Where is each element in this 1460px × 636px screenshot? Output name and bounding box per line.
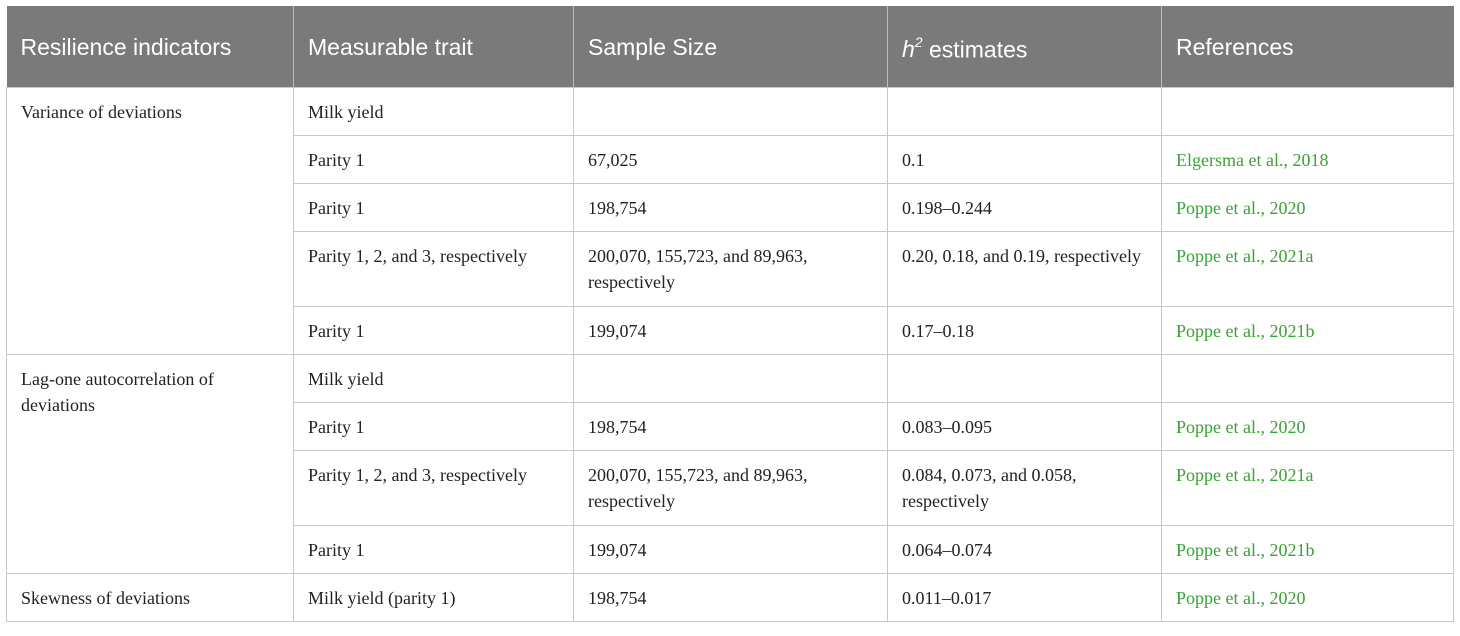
sample-cell: 200,070, 155,723, and 89,963, respective… — [573, 450, 888, 526]
h2-cell — [887, 354, 1162, 403]
header-h2: h2 estimates — [887, 6, 1162, 88]
table-row: Lag-one autocorrelation of deviations Mi… — [6, 354, 1454, 574]
trait-cell: Parity 1, 2, and 3, respectively — [293, 450, 574, 526]
sample-cell: 198,754 — [573, 573, 888, 622]
trait-cell: Milk yield — [293, 354, 574, 403]
table-row: Parity 1, 2, and 3, respectively 200,070… — [7, 450, 1454, 526]
trait-cell: Parity 1 — [293, 525, 574, 574]
reference-link[interactable] — [1161, 354, 1454, 403]
sample-cell — [573, 354, 888, 403]
reference-link[interactable]: Poppe et al., 2021b — [1161, 306, 1454, 355]
sample-cell: 67,025 — [573, 135, 888, 184]
h2-cell: 0.20, 0.18, and 0.19, respectively — [887, 231, 1162, 307]
reference-link[interactable]: Poppe et al., 2020 — [1161, 573, 1454, 622]
header-refs: References — [1161, 6, 1454, 88]
header-h2-sup: 2 — [914, 33, 923, 50]
indicator-cell: Lag-one autocorrelation of deviations — [6, 354, 294, 574]
h2-cell: 0.084, 0.073, and 0.058, respectively — [887, 450, 1162, 526]
header-h2-base: h — [902, 36, 915, 63]
reference-link[interactable]: Poppe et al., 2020 — [1161, 402, 1454, 451]
h2-cell: 0.198–0.244 — [887, 183, 1162, 232]
sample-cell: 200,070, 155,723, and 89,963, respective… — [573, 231, 888, 307]
trait-cell: Parity 1 — [293, 183, 574, 232]
trait-cell: Parity 1 — [293, 135, 574, 184]
h2-cell: 0.064–0.074 — [887, 525, 1162, 574]
table-row: Parity 1 198,754 0.198–0.244 Poppe et al… — [7, 183, 1454, 232]
reference-link[interactable]: Elgersma et al., 2018 — [1161, 135, 1454, 184]
trait-cell: Parity 1 — [293, 306, 574, 355]
table-row: Variance of deviations Milk yield — [6, 87, 1454, 355]
reference-link[interactable]: Poppe et al., 2021b — [1161, 525, 1454, 574]
header-row: Resilience indicators Measurable trait S… — [6, 6, 1454, 88]
sample-cell: 199,074 — [573, 525, 888, 574]
h2-cell: 0.011–0.017 — [887, 573, 1162, 622]
sample-cell: 198,754 — [573, 183, 888, 232]
reference-link[interactable]: Poppe et al., 2021a — [1161, 231, 1454, 307]
table-row: Parity 1 199,074 0.064–0.074 Poppe et al… — [7, 525, 1454, 574]
header-trait: Measurable trait — [293, 6, 574, 88]
reference-link[interactable] — [1161, 87, 1454, 136]
heritability-table: Resilience indicators Measurable trait S… — [6, 6, 1454, 622]
trait-cell: Parity 1 — [293, 402, 574, 451]
h2-cell: 0.1 — [887, 135, 1162, 184]
sample-cell: 199,074 — [573, 306, 888, 355]
trait-cell: Milk yield — [293, 87, 574, 136]
h2-cell: 0.17–0.18 — [887, 306, 1162, 355]
table-row: Parity 1 198,754 0.083–0.095 Poppe et al… — [7, 402, 1454, 451]
sample-cell — [573, 87, 888, 136]
header-indicator: Resilience indicators — [6, 6, 294, 88]
table-row: Skewness of deviations Milk yield (parit… — [6, 573, 1454, 622]
h2-cell: 0.083–0.095 — [887, 402, 1162, 451]
table-row: Parity 1, 2, and 3, respectively 200,070… — [7, 231, 1454, 307]
h2-cell — [887, 87, 1162, 136]
sample-cell: 198,754 — [573, 402, 888, 451]
table-row: Parity 1 67,025 0.1 Elgersma et al., 201… — [7, 135, 1454, 184]
trait-cell: Parity 1, 2, and 3, respectively — [293, 231, 574, 307]
trait-cell: Milk yield (parity 1) — [293, 573, 574, 622]
reference-link[interactable]: Poppe et al., 2020 — [1161, 183, 1454, 232]
header-sample: Sample Size — [573, 6, 888, 88]
reference-link[interactable]: Poppe et al., 2021a — [1161, 450, 1454, 526]
indicator-cell: Variance of deviations — [6, 87, 294, 355]
header-h2-rest: estimates — [922, 36, 1028, 63]
indicator-cell: Skewness of deviations — [6, 573, 294, 622]
